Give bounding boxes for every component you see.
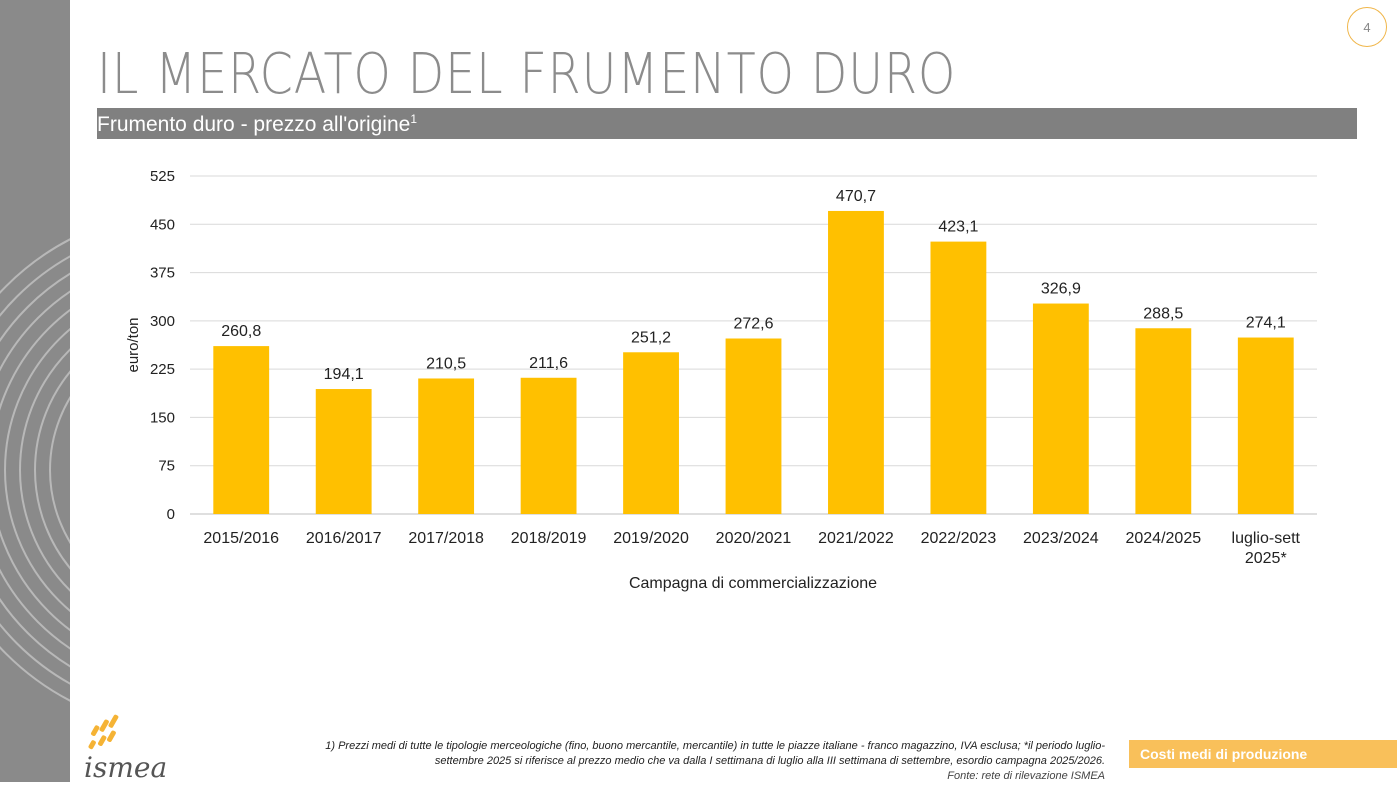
chart-title-text: Frumento duro - prezzo all'origine bbox=[97, 113, 411, 136]
x-tick-label-line: luglio-sett bbox=[1232, 530, 1301, 547]
bar-data-labels: 260,8 194,1 210,5 211,6 251,2 272,6 470,7 423,1… bbox=[221, 188, 1286, 383]
x-tick-label: 2018/2019 bbox=[511, 530, 587, 547]
y-tick-label: 450 bbox=[150, 216, 175, 233]
x-tick-label: 2019/2020 bbox=[613, 530, 689, 547]
bar bbox=[315, 389, 372, 514]
x-tick-label-line: 2016/2017 bbox=[306, 530, 382, 547]
bar-value-label: 211,6 bbox=[529, 355, 568, 372]
x-tick-label: 2024/2025 bbox=[1125, 530, 1201, 547]
bar-value-label: 470,7 bbox=[836, 188, 876, 205]
bar bbox=[828, 210, 884, 514]
page-number: 4 bbox=[1363, 19, 1371, 35]
ismea-logo-mark: ismea bbox=[84, 714, 167, 784]
subtitle-bar: Frumento duro - prezzo all'origine1 bbox=[97, 108, 1357, 139]
bar-value-label: 326,9 bbox=[1041, 281, 1081, 298]
footnote-source: Fonte: rete di rilevazione ISMEA bbox=[947, 770, 1105, 782]
x-tick-label-line: 2020/2021 bbox=[716, 530, 792, 547]
x-tick-label-line: 2025* bbox=[1245, 550, 1287, 567]
bar-value-label: 288,5 bbox=[1143, 305, 1183, 322]
bar bbox=[520, 377, 577, 514]
swirl-decoration bbox=[0, 238, 70, 702]
x-tick-label: 2015/2016 bbox=[203, 530, 279, 547]
x-tick-label: 2020/2021 bbox=[716, 530, 792, 547]
bar bbox=[213, 346, 270, 514]
y-axis-label: euro/ton bbox=[125, 317, 142, 372]
footnote-line-2: settembre 2025 si riferisce al prezzo me… bbox=[434, 755, 1105, 767]
x-tick-label-line: 2021/2022 bbox=[818, 530, 894, 547]
bar bbox=[1135, 328, 1192, 514]
left-decorative-band bbox=[0, 0, 70, 782]
x-tick-label: 2023/2024 bbox=[1023, 530, 1099, 547]
x-axis-ticks: 2015/2016 2016/2017 2017/2018 2018/2019 2019… bbox=[203, 530, 1300, 567]
bar-value-label: 423,1 bbox=[938, 219, 978, 236]
y-tick-label: 525 bbox=[150, 168, 175, 185]
page-title: IL MERCATO DEL FRUMENTO DURO bbox=[97, 42, 957, 107]
bar-value-label: 210,5 bbox=[426, 355, 466, 372]
ismea-logo-text: ismea bbox=[84, 751, 167, 782]
bar-value-label: 274,1 bbox=[1246, 315, 1286, 332]
x-tick-label: 2016/2017 bbox=[306, 530, 382, 547]
chart-bars bbox=[213, 210, 1294, 514]
bar bbox=[1237, 337, 1294, 514]
bar-chart: 0 75 150 225 300 375 450 525 260,8 194,1 210,5 211… bbox=[125, 168, 1317, 592]
x-tick-label-line: 2023/2024 bbox=[1023, 530, 1099, 547]
chart-title-footnote-ref: 1 bbox=[410, 112, 418, 126]
x-tick-label-line: 2017/2018 bbox=[408, 530, 484, 547]
y-tick-label: 225 bbox=[150, 361, 175, 378]
y-axis-ticks: 0 75 150 225 300 375 450 525 bbox=[150, 168, 175, 523]
section-tag: Costi medi di produzione bbox=[1129, 740, 1397, 768]
footnote-line-1: 1) Prezzi medi di tutte le tipologie mer… bbox=[325, 740, 1105, 752]
x-tick-label: 2017/2018 bbox=[408, 530, 484, 547]
y-tick-label: 0 bbox=[167, 506, 175, 523]
bar bbox=[418, 378, 475, 514]
bar bbox=[623, 352, 679, 514]
x-tick-label-line: 2019/2020 bbox=[613, 530, 689, 547]
bar bbox=[1032, 303, 1089, 514]
bar bbox=[725, 338, 782, 514]
x-tick-label-line: 2022/2023 bbox=[921, 530, 997, 547]
y-tick-label: 300 bbox=[150, 313, 175, 330]
bar-value-label: 272,6 bbox=[733, 315, 773, 332]
y-tick-label: 150 bbox=[150, 409, 175, 426]
x-tick-label: luglio-sett 2025* bbox=[1232, 530, 1301, 567]
bar bbox=[930, 241, 987, 514]
bar-value-label: 260,8 bbox=[221, 323, 261, 340]
ismea-logo: ismea bbox=[80, 705, 200, 784]
bar-value-label: 194,1 bbox=[324, 366, 364, 383]
bar-value-label: 251,2 bbox=[631, 329, 671, 346]
footnote: 1) Prezzi medi di tutte le tipologie mer… bbox=[200, 739, 1105, 784]
y-tick-label: 75 bbox=[158, 458, 175, 475]
x-axis-label: Campagna di commercializzazione bbox=[629, 575, 877, 592]
x-tick-label-line: 2018/2019 bbox=[511, 530, 587, 547]
x-tick-label: 2022/2023 bbox=[921, 530, 997, 547]
x-tick-label: 2021/2022 bbox=[818, 530, 894, 547]
x-tick-label-line: 2024/2025 bbox=[1125, 530, 1201, 547]
y-tick-label: 375 bbox=[150, 265, 175, 282]
x-tick-label-line: 2015/2016 bbox=[203, 530, 279, 547]
page-number-badge: 4 bbox=[1347, 7, 1387, 47]
chart-title: Frumento duro - prezzo all'origine1 bbox=[97, 112, 417, 137]
